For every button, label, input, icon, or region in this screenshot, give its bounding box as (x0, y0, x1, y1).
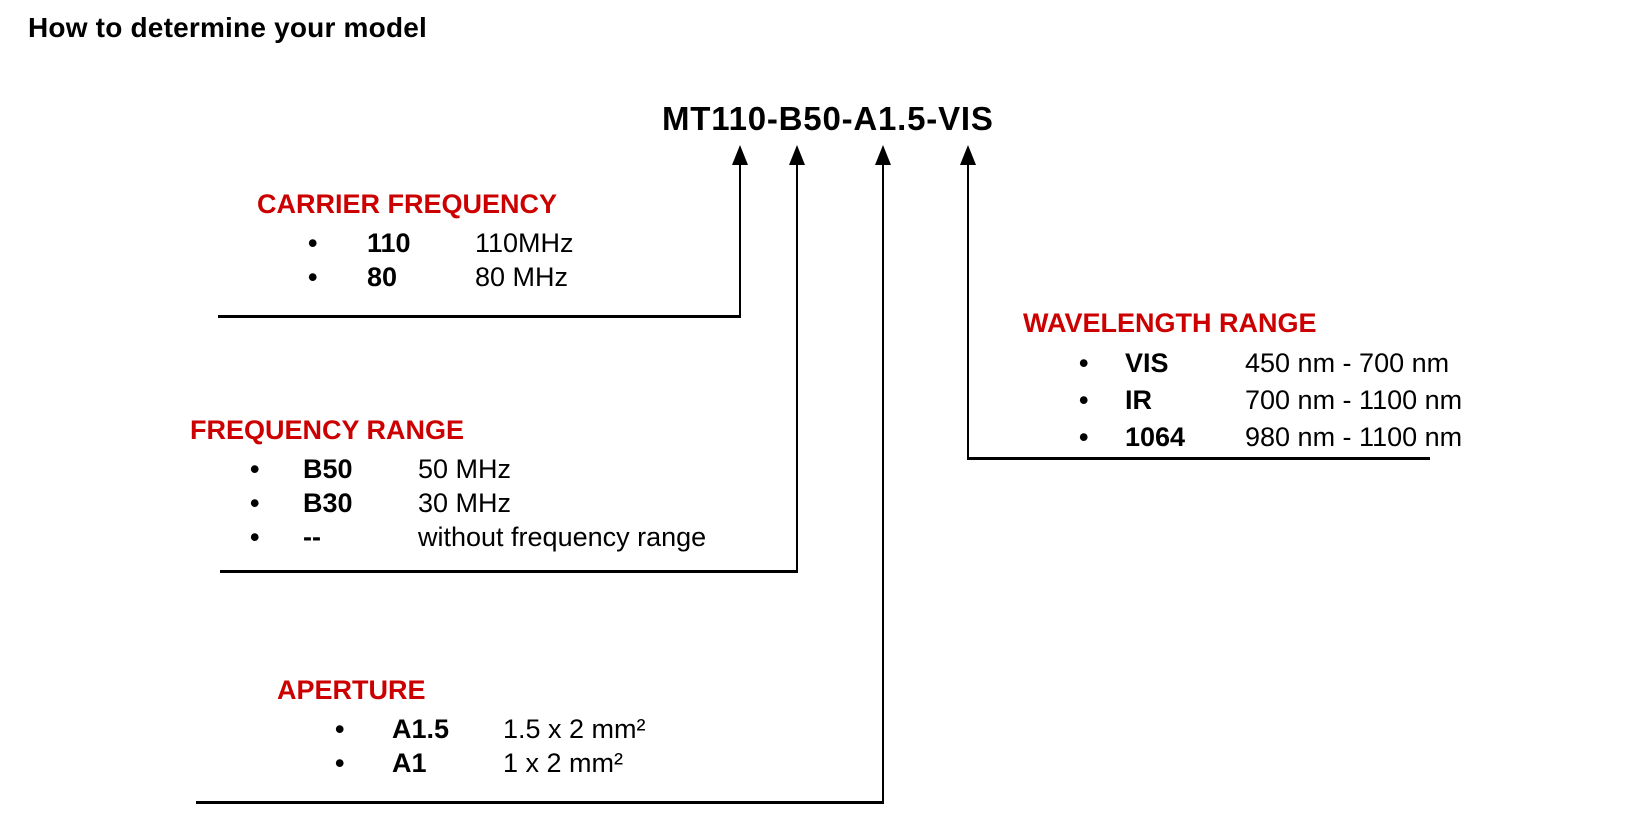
option-code: IR (1125, 385, 1152, 415)
list-item: • A1 1 x 2 mm² (277, 746, 623, 780)
wavelength-range-connector-vertical (967, 163, 969, 460)
bullet-icon: • (308, 262, 318, 292)
option-description: 80 MHz (475, 262, 569, 292)
bullet-icon: • (335, 748, 345, 778)
list-item: • A1.5 1.5 x 2 mm² (277, 712, 646, 746)
wavelength-range-list: • VIS 450 nm - 700 nm • IR 700 nm - 1100… (1023, 345, 1462, 456)
carrier-frequency-connector-vertical (739, 163, 741, 317)
aperture-connector-horizontal (196, 801, 884, 804)
carrier-frequency-heading: CARRIER FREQUENCY (257, 189, 558, 219)
list-item: • IR 700 nm - 1100 nm (1023, 382, 1462, 419)
option-code: VIS (1125, 348, 1169, 378)
bullet-icon: • (250, 522, 260, 552)
option-description: without frequency range (418, 522, 707, 552)
wavelength-range-connector-horizontal (967, 457, 1430, 460)
bullet-icon: • (250, 488, 260, 518)
arrow-up-icon (789, 145, 805, 165)
carrier-frequency-section: CARRIER FREQUENCY • 110 110MHz • 80 80 M… (257, 189, 574, 294)
model-number: MT110-B50-A1.5-VIS (662, 100, 994, 137)
bullet-icon: • (250, 454, 260, 484)
list-item: • 80 80 MHz (257, 260, 568, 294)
aperture-connector-vertical (882, 163, 884, 804)
carrier-frequency-list: • 110 110MHz • 80 80 MHz (257, 226, 574, 294)
frequency-range-heading: FREQUENCY RANGE (190, 415, 465, 445)
bullet-icon: • (308, 228, 318, 258)
option-code: B50 (303, 454, 353, 484)
aperture-list: • A1.5 1.5 x 2 mm² • A1 1 x 2 mm² (277, 712, 646, 780)
option-code: 1064 (1125, 422, 1186, 452)
frequency-range-section: FREQUENCY RANGE • B50 50 MHz • B30 30 MH… (190, 415, 706, 554)
list-item: • VIS 450 nm - 700 nm (1023, 345, 1449, 382)
option-description: 450 nm - 700 nm (1245, 348, 1450, 378)
aperture-heading: APERTURE (277, 675, 426, 705)
list-item: • 110 110MHz (257, 226, 574, 260)
option-description: 110MHz (475, 228, 574, 258)
bullet-icon: • (1079, 348, 1089, 378)
arrow-up-icon (875, 145, 891, 165)
frequency-range-connector-vertical (796, 163, 798, 573)
bullet-icon: • (1079, 422, 1089, 452)
wavelength-range-heading: WAVELENGTH RANGE (1023, 308, 1317, 338)
option-description: 700 nm - 1100 nm (1245, 385, 1463, 415)
list-item: • 1064 980 nm - 1100 nm (1023, 419, 1462, 456)
option-code: -- (303, 522, 321, 552)
frequency-range-connector-horizontal (220, 570, 798, 573)
option-description: 1.5 x 2 mm² (503, 714, 646, 744)
option-description: 980 nm - 1100 nm (1245, 422, 1463, 452)
arrow-up-icon (960, 145, 976, 165)
arrow-up-icon (732, 145, 748, 165)
option-code: A1 (392, 748, 427, 778)
list-item: • B30 30 MHz (190, 486, 511, 520)
option-code: 80 (367, 262, 398, 292)
option-description: 30 MHz (418, 488, 512, 518)
option-code: 110 (367, 228, 411, 258)
bullet-icon: • (1079, 385, 1089, 415)
carrier-frequency-connector-horizontal (218, 315, 741, 318)
option-description: 1 x 2 mm² (503, 748, 624, 778)
frequency-range-list: • B50 50 MHz • B30 30 MHz • -- without f… (190, 452, 706, 554)
list-item: • B50 50 MHz (190, 452, 511, 486)
aperture-section: APERTURE • A1.5 1.5 x 2 mm² • A1 1 x 2 m… (277, 675, 646, 780)
page-title: How to determine your model (28, 12, 427, 43)
option-code: B30 (303, 488, 353, 518)
list-item: • -- without frequency range (190, 520, 706, 554)
option-description: 50 MHz (418, 454, 512, 484)
wavelength-range-section: WAVELENGTH RANGE • VIS 450 nm - 700 nm •… (1023, 308, 1462, 456)
option-code: A1.5 (392, 714, 450, 744)
bullet-icon: • (335, 714, 345, 744)
